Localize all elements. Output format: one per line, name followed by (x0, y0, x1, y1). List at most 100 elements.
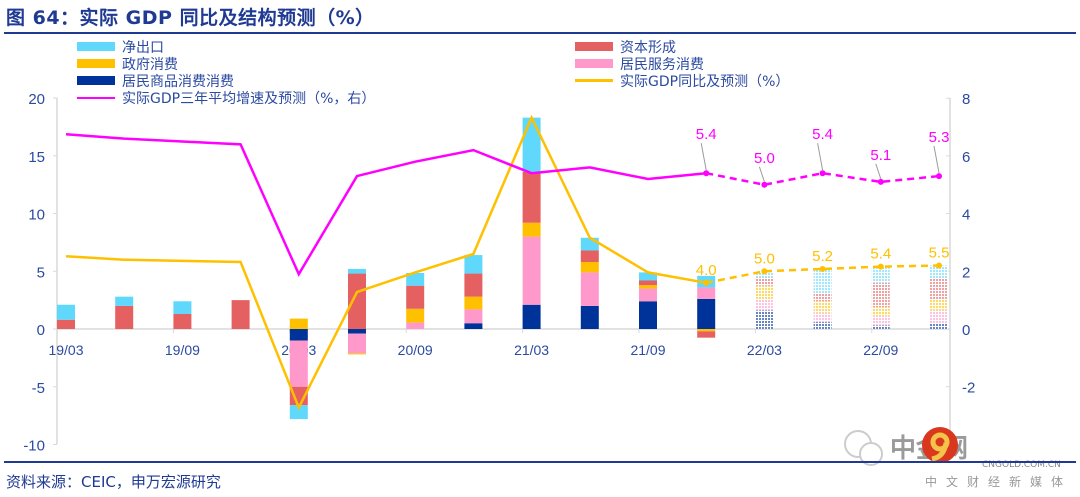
data-label: 5.0 (754, 250, 775, 267)
legend-swatch (575, 42, 613, 51)
bar-segment (580, 272, 599, 306)
data-label: 5.4 (696, 126, 717, 143)
bar-segment (115, 305, 134, 329)
legend-swatch (575, 79, 613, 82)
bar-segment (464, 309, 483, 324)
legend-label: 居民商品消费消费 (122, 73, 234, 90)
data-point (761, 181, 768, 188)
bar-segment (697, 287, 716, 299)
data-point (877, 263, 884, 270)
legend-item-service-consumption: 居民服务消费 (575, 55, 704, 73)
watermark-logo-icon (844, 430, 883, 466)
bar-segment (522, 222, 541, 237)
x-tick-label: 19/09 (165, 342, 200, 358)
bar-segment (755, 285, 774, 300)
label-leader (875, 163, 882, 180)
bar-segment (697, 331, 716, 338)
bar-segment (580, 305, 599, 329)
bar-segment (930, 298, 948, 311)
bar-segment (755, 277, 774, 286)
legend-label: 政府消费 (122, 56, 178, 73)
bar-segment (289, 340, 308, 387)
x-tick-label: 19/03 (48, 342, 83, 358)
data-point (761, 268, 768, 275)
bar-segment (580, 237, 599, 251)
data-label: 5.0 (754, 150, 775, 167)
x-tick-label: 22/03 (747, 342, 782, 358)
data-label: 5.4 (870, 246, 891, 263)
bar-segment (639, 272, 657, 281)
x-tick-label: 21/03 (514, 342, 549, 358)
legend-swatch (77, 42, 115, 51)
bar-segment (930, 323, 948, 329)
label-leader (817, 143, 824, 171)
legend-item-capital-formation: 资本形成 (575, 38, 676, 56)
bar-segment (522, 171, 541, 223)
bar-segment (406, 308, 425, 323)
bar-segment (348, 268, 366, 274)
bar-segment (173, 301, 192, 314)
bar-segment (115, 296, 134, 306)
label-leader (758, 166, 765, 182)
data-label: 5.2 (812, 248, 833, 265)
data-point (819, 170, 826, 177)
bar-segment (639, 288, 657, 302)
bar-segment (464, 255, 483, 274)
line-series (65, 133, 707, 277)
data-point (703, 279, 710, 286)
bar-segment (348, 333, 366, 354)
bar-segment (580, 262, 599, 273)
bar-segment (871, 316, 890, 326)
label-leader (700, 143, 707, 171)
legend-item-net-exports: 净出口 (77, 38, 164, 56)
legend-label: 实际GDP同比及预测（%） (620, 73, 790, 90)
bar-segment (464, 323, 483, 329)
left-tick-label: -5 (32, 380, 45, 397)
bar-segment (930, 278, 948, 299)
bar-segment (464, 273, 483, 297)
legend-label: 居民服务消费 (620, 56, 704, 73)
bar-segment (871, 325, 890, 329)
legend-swatch (77, 96, 115, 99)
right-tick-label: 4 (962, 207, 970, 224)
legend-swatch (77, 76, 115, 85)
bar-segment (871, 307, 890, 317)
line-series-forecast (705, 264, 940, 285)
bar-segment (813, 293, 832, 302)
bar-segment (755, 310, 774, 329)
title-divider (4, 32, 1076, 34)
bar-segment (930, 265, 948, 279)
left-tick-label: 10 (28, 207, 45, 224)
bar-segment (580, 250, 599, 263)
x-tick-label: 22/09 (863, 342, 898, 358)
legend-label: 资本形成 (620, 39, 676, 56)
bar-segment (755, 299, 774, 311)
right-tick-label: -2 (962, 380, 975, 397)
data-point (936, 173, 942, 180)
data-label: 5.3 (929, 129, 950, 146)
bar-segment (289, 318, 308, 329)
right-tick-label: 8 (962, 91, 970, 108)
legend-item-three-year-avg: 实际GDP三年平均增速及预测（%，右） (77, 89, 376, 107)
legend-label: 实际GDP三年平均增速及预测（%，右） (122, 90, 376, 107)
bar-segment (522, 236, 541, 305)
data-label: 5.4 (812, 126, 833, 143)
data-point (819, 265, 826, 272)
bar-segment (813, 301, 832, 313)
bar-segment (522, 117, 541, 172)
legend-item-gdp-yoy: 实际GDP同比及预测（%） (575, 72, 790, 90)
bar-segment (755, 271, 774, 278)
left-tick-label: 20 (28, 91, 45, 108)
bar-segment (406, 322, 425, 329)
bar-segment (348, 329, 366, 334)
legend-item-gov-consumption: 政府消费 (77, 55, 178, 73)
bar-segment (522, 304, 541, 329)
watermark-sub2: 中文财经新媒体 (925, 475, 1073, 489)
data-point (877, 178, 884, 185)
line-series-forecast (705, 171, 940, 187)
bar-segment (406, 272, 425, 286)
bar-segment (813, 268, 832, 294)
bar-segment (173, 313, 192, 329)
footer-divider (4, 461, 1076, 463)
